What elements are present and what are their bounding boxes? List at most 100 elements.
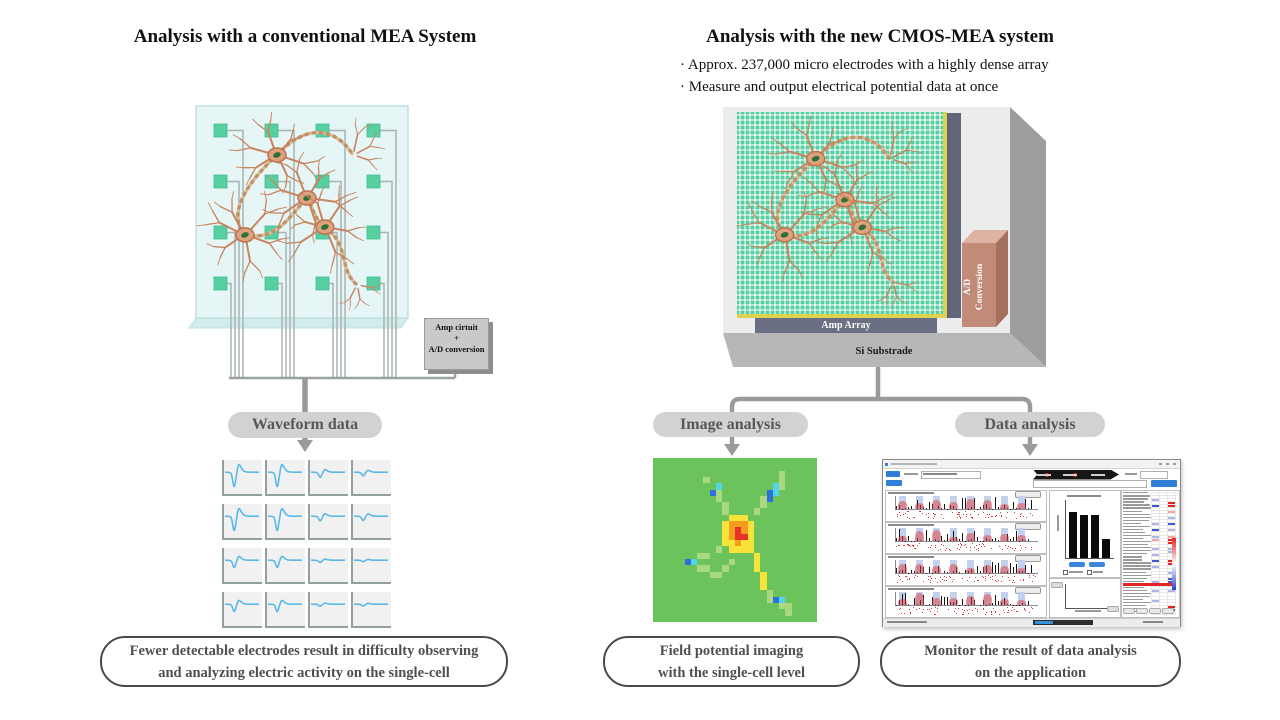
raster-dot xyxy=(1007,611,1009,613)
heatmap-pixel xyxy=(753,565,761,572)
heatmap-pixel xyxy=(728,495,735,503)
heatmap-pixel xyxy=(653,584,660,591)
heatmap-pixel xyxy=(684,458,691,465)
heatmap-pixel xyxy=(716,571,723,578)
raster-dot xyxy=(976,580,978,582)
heatmap-pixel xyxy=(703,546,710,553)
heatmap-pixel xyxy=(798,508,805,515)
raster-dot xyxy=(973,546,975,548)
heatmap-pixel xyxy=(703,527,710,534)
neuron-nucleus xyxy=(811,155,820,162)
raster-dot xyxy=(1020,549,1022,551)
heatmap-pixel xyxy=(785,615,792,622)
spike-bar xyxy=(953,531,955,541)
spike-bar xyxy=(941,508,943,509)
table-row-label xyxy=(1123,495,1151,497)
heatmap-pixel xyxy=(760,533,767,540)
heatmap-pixel xyxy=(671,584,679,591)
raster-dot xyxy=(907,511,909,513)
heatmap-pixel xyxy=(804,464,811,471)
raster-dot xyxy=(908,545,910,547)
amp-array-label: Amp Array xyxy=(821,320,871,331)
heatmap-pixel xyxy=(703,603,710,610)
raster-dot xyxy=(911,545,913,547)
heatmap-pixel xyxy=(779,483,786,490)
spike-bar xyxy=(1031,499,1033,509)
heatmap-pixel xyxy=(798,558,805,566)
heatmap-pixel xyxy=(709,577,717,585)
heatmap-pixel xyxy=(772,546,780,553)
heatmap-pixel xyxy=(772,458,780,465)
heatmap-pixel xyxy=(678,546,685,553)
heatmap-pixel xyxy=(690,590,698,597)
raster-dot xyxy=(928,513,930,515)
heatmap-pixel xyxy=(804,489,811,496)
heatmap-pixel xyxy=(785,495,792,503)
raster-dot xyxy=(1021,512,1023,514)
spike-bar xyxy=(965,497,967,509)
waveform-data-pill: Waveform data xyxy=(228,412,382,438)
heatmap-pixel xyxy=(703,609,710,616)
heatmap-pixel xyxy=(659,546,666,553)
table-row-label xyxy=(1123,541,1152,543)
spike-bar xyxy=(998,539,1000,541)
heatmap-pixel xyxy=(703,483,710,490)
table-row-label xyxy=(1123,501,1144,503)
heatmap-pixel xyxy=(735,552,742,559)
window-control xyxy=(1166,463,1169,465)
heatmap-pixel xyxy=(791,552,799,559)
raster-dot xyxy=(919,511,921,513)
heatmap-pixel xyxy=(716,577,723,585)
heatmap-pixel xyxy=(760,552,767,559)
heatmap-pixel xyxy=(766,483,773,490)
waveform-cell xyxy=(222,592,262,628)
spike-bar xyxy=(914,570,916,573)
heatmap-pixel xyxy=(791,540,799,547)
heatmap-pixel xyxy=(753,527,761,534)
bar-chart-title xyxy=(1067,495,1101,497)
raster-dot xyxy=(992,516,994,518)
heatmap-pixel xyxy=(653,458,660,465)
raster-dot xyxy=(900,515,902,517)
heatmap-pixel xyxy=(722,609,729,616)
raster-dot xyxy=(960,517,962,519)
heatmap-pixel xyxy=(665,577,672,585)
table-row-label xyxy=(1123,534,1151,537)
raster-dot xyxy=(1019,516,1021,518)
response-bump xyxy=(1000,534,1009,541)
heatmap-pixel xyxy=(798,495,805,503)
heatmap-pixel xyxy=(722,552,729,559)
neuron-nucleus xyxy=(241,232,249,238)
heatmap-pixel xyxy=(791,470,799,477)
status-text xyxy=(1143,621,1163,623)
heatmap-pixel xyxy=(653,483,660,490)
raster-dot xyxy=(896,546,898,548)
raster-dot xyxy=(902,580,904,582)
raster-dot xyxy=(1000,581,1002,583)
amp-array-front xyxy=(755,318,937,333)
raster-dot xyxy=(943,517,945,519)
heatmap-pixel xyxy=(697,615,704,622)
heatmap-pixel xyxy=(653,609,660,616)
heatmap-pixel xyxy=(697,489,704,496)
raster-dot xyxy=(899,609,901,611)
heatmap-pixel xyxy=(653,464,660,471)
heatmap-pixel xyxy=(722,521,729,528)
heatmap-pixel xyxy=(810,552,817,559)
spike-bar xyxy=(962,598,964,605)
heatmap-pixel xyxy=(684,565,691,572)
raster-dot xyxy=(984,545,986,547)
heatmap-pixel xyxy=(653,527,660,534)
heatmap-pixel xyxy=(722,483,729,490)
raster-dot xyxy=(995,611,997,613)
response-bump xyxy=(1017,599,1026,605)
data-outcome-line2: on the application xyxy=(974,664,1087,681)
spike-bar xyxy=(980,506,982,509)
raster-dot xyxy=(910,613,912,615)
heatmap-pixel xyxy=(766,558,773,566)
heatmap-pixel xyxy=(753,558,761,566)
electrode xyxy=(213,225,228,240)
raster-dot xyxy=(965,511,967,513)
raster-dot xyxy=(1002,576,1004,578)
